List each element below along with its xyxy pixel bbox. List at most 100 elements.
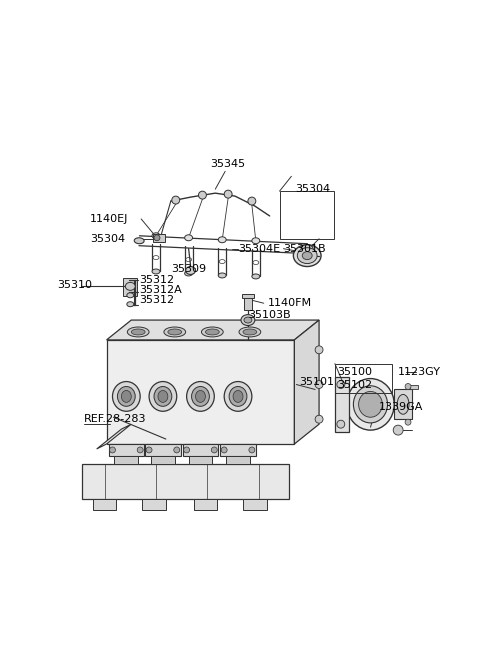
Ellipse shape <box>397 394 409 414</box>
Circle shape <box>174 447 180 453</box>
Circle shape <box>154 234 160 241</box>
Bar <box>108 444 144 456</box>
Text: 35345: 35345 <box>211 159 246 170</box>
Polygon shape <box>96 424 131 449</box>
Ellipse shape <box>192 386 209 406</box>
Ellipse shape <box>252 274 260 279</box>
Circle shape <box>224 190 232 198</box>
Ellipse shape <box>359 392 383 417</box>
Polygon shape <box>82 464 289 498</box>
Ellipse shape <box>186 267 195 274</box>
Bar <box>151 456 175 464</box>
Bar <box>93 498 117 510</box>
Ellipse shape <box>152 269 160 274</box>
Ellipse shape <box>218 236 226 243</box>
Text: 35304: 35304 <box>295 184 330 194</box>
Circle shape <box>184 447 190 453</box>
Ellipse shape <box>134 238 144 244</box>
Bar <box>226 456 250 464</box>
Circle shape <box>109 447 116 453</box>
Ellipse shape <box>195 390 205 402</box>
Polygon shape <box>107 340 294 444</box>
Ellipse shape <box>205 329 219 335</box>
Bar <box>335 364 392 394</box>
Circle shape <box>221 447 227 453</box>
Ellipse shape <box>127 302 134 307</box>
Text: 35103B: 35103B <box>248 310 290 320</box>
Circle shape <box>146 447 152 453</box>
Ellipse shape <box>297 248 317 263</box>
Circle shape <box>199 191 206 199</box>
Circle shape <box>211 447 217 453</box>
Ellipse shape <box>293 245 321 267</box>
Circle shape <box>337 381 345 388</box>
Bar <box>183 444 218 456</box>
Bar <box>242 294 254 298</box>
Text: 1123GY: 1123GY <box>398 367 441 377</box>
Text: 35304: 35304 <box>90 234 125 244</box>
Bar <box>243 498 267 510</box>
Bar <box>279 191 334 239</box>
Bar <box>153 234 165 242</box>
Text: 35101: 35101 <box>300 377 334 386</box>
Text: 35312: 35312 <box>139 275 174 286</box>
Bar <box>142 498 166 510</box>
Circle shape <box>405 384 411 390</box>
Text: 35310: 35310 <box>57 280 92 290</box>
Ellipse shape <box>125 282 135 290</box>
Ellipse shape <box>121 390 131 402</box>
Text: 35312: 35312 <box>139 295 174 305</box>
Ellipse shape <box>154 386 172 406</box>
Ellipse shape <box>301 245 313 253</box>
Bar <box>123 278 137 296</box>
Ellipse shape <box>224 382 252 411</box>
Circle shape <box>315 346 323 354</box>
Circle shape <box>172 196 180 204</box>
Bar <box>220 444 256 456</box>
Text: 35102: 35102 <box>337 379 372 390</box>
Ellipse shape <box>149 382 177 411</box>
Bar <box>189 456 212 464</box>
Circle shape <box>248 197 256 205</box>
Bar <box>335 377 349 432</box>
Text: 35100: 35100 <box>337 367 372 377</box>
Ellipse shape <box>185 234 192 241</box>
Circle shape <box>315 381 323 388</box>
Ellipse shape <box>244 317 252 323</box>
Ellipse shape <box>229 386 247 406</box>
Text: 1140FM: 1140FM <box>268 298 312 309</box>
Ellipse shape <box>187 382 214 411</box>
Ellipse shape <box>131 329 145 335</box>
Ellipse shape <box>127 327 149 337</box>
Ellipse shape <box>112 382 140 411</box>
Bar <box>193 498 217 510</box>
Ellipse shape <box>168 329 182 335</box>
Ellipse shape <box>152 233 160 239</box>
Text: 35301B: 35301B <box>284 244 326 253</box>
Ellipse shape <box>243 329 257 335</box>
Bar <box>114 456 138 464</box>
Bar <box>394 390 412 419</box>
Text: 35304E: 35304E <box>238 244 280 253</box>
Ellipse shape <box>233 390 243 402</box>
Ellipse shape <box>347 379 394 430</box>
Polygon shape <box>294 320 319 444</box>
Circle shape <box>249 447 255 453</box>
Ellipse shape <box>158 390 168 402</box>
Text: 1140EJ: 1140EJ <box>90 214 128 224</box>
Text: REF.28-283: REF.28-283 <box>84 414 146 424</box>
Text: 1339GA: 1339GA <box>378 402 423 412</box>
Ellipse shape <box>118 386 135 406</box>
Circle shape <box>315 415 323 423</box>
Ellipse shape <box>164 327 186 337</box>
Bar <box>410 384 418 390</box>
Ellipse shape <box>185 271 192 276</box>
Ellipse shape <box>218 273 226 278</box>
Text: 35309: 35309 <box>171 263 206 274</box>
Circle shape <box>137 447 143 453</box>
Circle shape <box>337 421 345 428</box>
Bar <box>145 444 180 456</box>
Ellipse shape <box>302 252 312 259</box>
Ellipse shape <box>127 293 134 298</box>
Bar <box>244 296 252 310</box>
